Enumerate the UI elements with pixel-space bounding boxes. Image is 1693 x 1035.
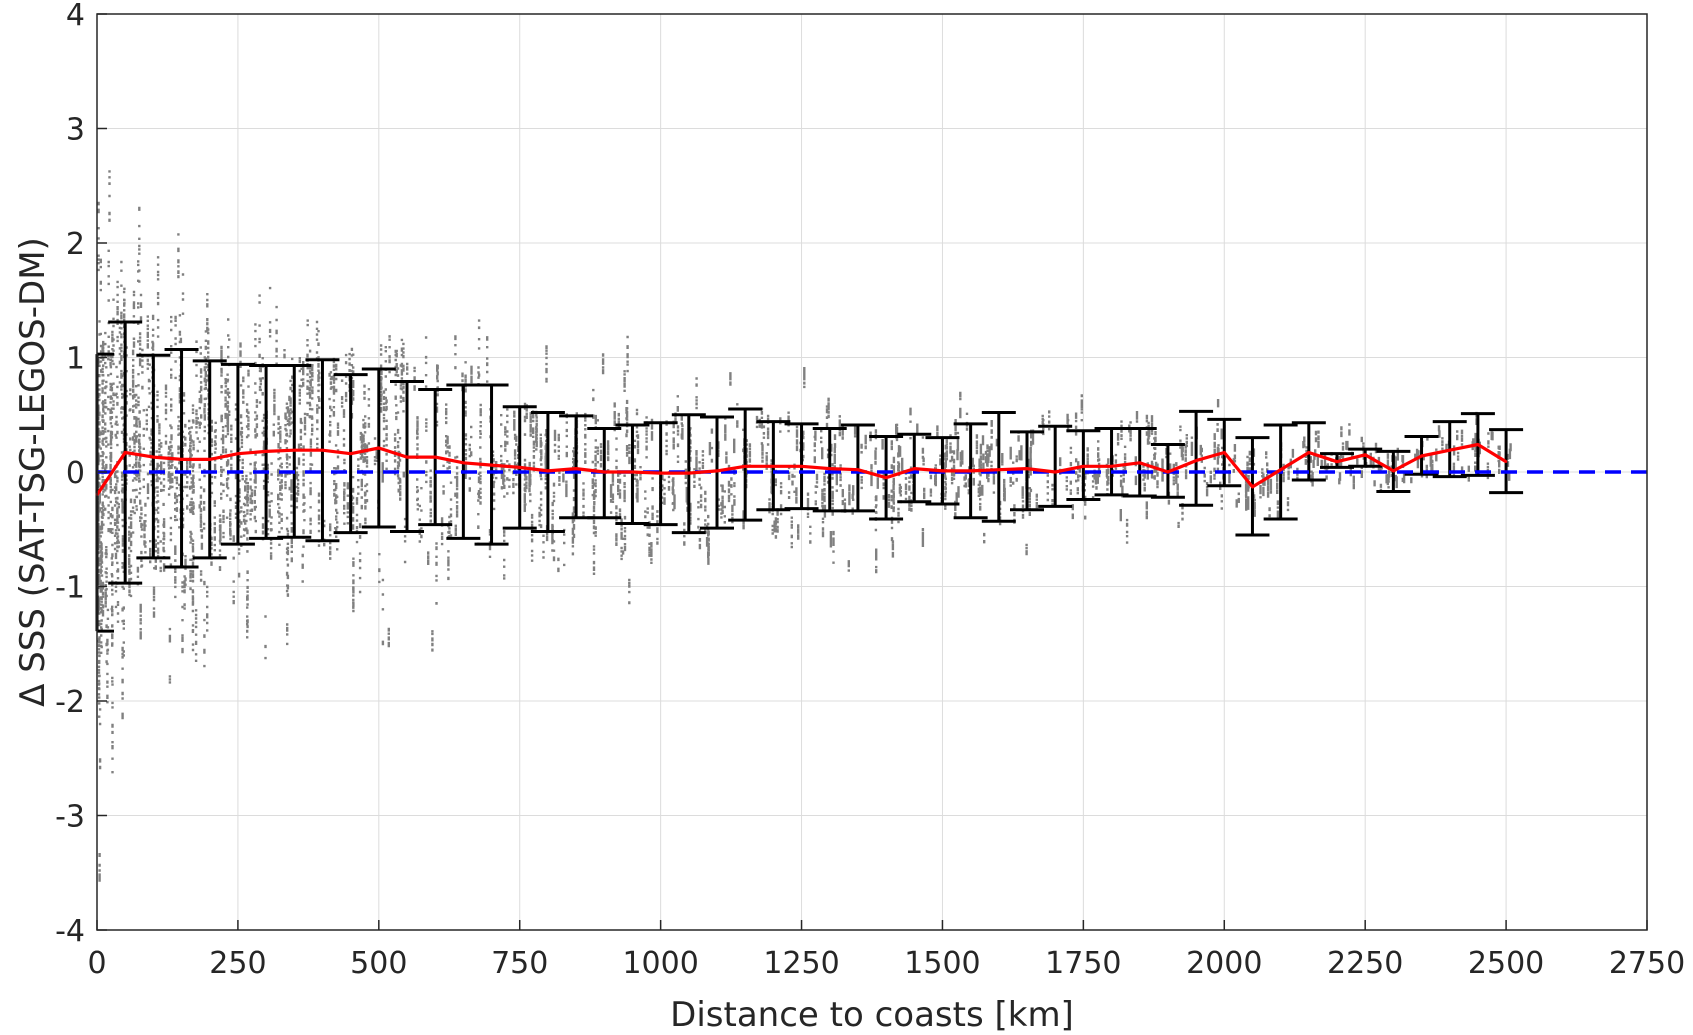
mean-point — [828, 467, 831, 470]
x-tick-label: 2000 — [1186, 946, 1262, 981]
mean-point — [208, 458, 211, 461]
mean-point — [603, 470, 606, 474]
x-tick-label: 250 — [209, 946, 266, 981]
mean-point — [715, 469, 719, 473]
mean-point — [1392, 469, 1395, 473]
x-tick-label: 2250 — [1327, 946, 1403, 981]
errorbar — [1348, 447, 1383, 468]
mean-point — [462, 461, 465, 465]
y-tick-label: 1 — [66, 342, 85, 377]
y-tick-label: -1 — [55, 571, 85, 606]
mean-point — [969, 469, 972, 473]
x-axis-label: Distance to coasts [km] — [670, 995, 1074, 1035]
mean-point — [1335, 460, 1339, 463]
errorbar — [981, 410, 1016, 523]
x-tick-label: 2500 — [1468, 946, 1544, 981]
mean-point — [659, 471, 662, 475]
x-tick-label: 1500 — [904, 946, 980, 981]
errorbar — [840, 423, 875, 513]
errorbar — [700, 415, 734, 530]
mean-point — [884, 476, 888, 479]
mean-point — [264, 450, 268, 453]
mean-point — [941, 469, 944, 473]
mean-point — [1110, 465, 1113, 468]
y-tick-label: 3 — [66, 113, 85, 148]
mean-point — [518, 466, 521, 469]
mean-point — [1053, 470, 1057, 474]
mean-point — [1138, 461, 1141, 465]
mean-point — [180, 458, 183, 461]
mean-point — [123, 451, 127, 454]
y-tick-label: -2 — [55, 685, 85, 720]
mean-point — [1082, 465, 1085, 468]
mean-point — [1476, 443, 1480, 446]
mean-point — [377, 446, 381, 450]
y-tick-label: 2 — [66, 227, 85, 262]
mean-point — [152, 455, 155, 459]
mean-point — [743, 465, 747, 468]
errorbar — [1010, 430, 1044, 512]
x-tick-label: 0 — [87, 946, 106, 981]
errorbar — [1038, 424, 1073, 508]
mean-point — [1194, 459, 1198, 462]
mean-point — [1420, 454, 1423, 458]
y-tick-label: -3 — [55, 800, 85, 835]
mean-point — [1251, 485, 1254, 489]
mean-point — [800, 465, 803, 468]
mean-point — [1307, 451, 1311, 454]
errorbar — [1179, 409, 1214, 507]
mean-point — [1025, 467, 1029, 470]
mean-point — [236, 452, 240, 455]
mean-point — [997, 468, 1001, 471]
x-tick-label: 500 — [350, 946, 407, 981]
x-tick-label: 1000 — [622, 946, 698, 981]
mean-line — [95, 442, 1508, 497]
mean-point — [405, 455, 409, 459]
mean-point — [293, 449, 296, 452]
y-tick-label: -4 — [55, 914, 85, 949]
mean-point — [1504, 460, 1508, 463]
mean-point — [349, 452, 352, 455]
mean-point — [687, 471, 691, 475]
mean-point — [490, 463, 493, 467]
errorbar — [728, 407, 763, 522]
mean-point — [433, 455, 437, 459]
mean-point — [913, 467, 916, 470]
mean-point — [856, 468, 860, 471]
x-tick-label: 1250 — [763, 946, 839, 981]
mean-point — [321, 449, 324, 452]
y-axis-ticks: -4 -3 -2 -1 0 1 2 3 4 — [55, 0, 107, 949]
mean-point — [772, 465, 775, 468]
y-tick-label: 4 — [66, 0, 85, 33]
x-tick-label: 750 — [491, 946, 548, 981]
mean-point — [546, 469, 550, 473]
x-axis-ticks: 0 250 500 750 1000 1250 1500 1750 2000 2250 2500 27… — [87, 920, 1685, 981]
mean-point — [1223, 451, 1226, 454]
x-tick-label: 2750 — [1609, 946, 1685, 981]
mean-point — [1448, 449, 1451, 452]
mean-point — [1363, 453, 1367, 457]
mean-point — [574, 467, 578, 470]
mean-point — [1279, 468, 1282, 471]
mean-point — [631, 470, 634, 474]
x-tick-label: 1750 — [1045, 946, 1121, 981]
mean-point — [1166, 470, 1170, 474]
y-tick-label: 0 — [66, 456, 85, 491]
y-axis-label: Δ SSS (SAT-TSG-LEGOS-DM) — [13, 237, 53, 707]
